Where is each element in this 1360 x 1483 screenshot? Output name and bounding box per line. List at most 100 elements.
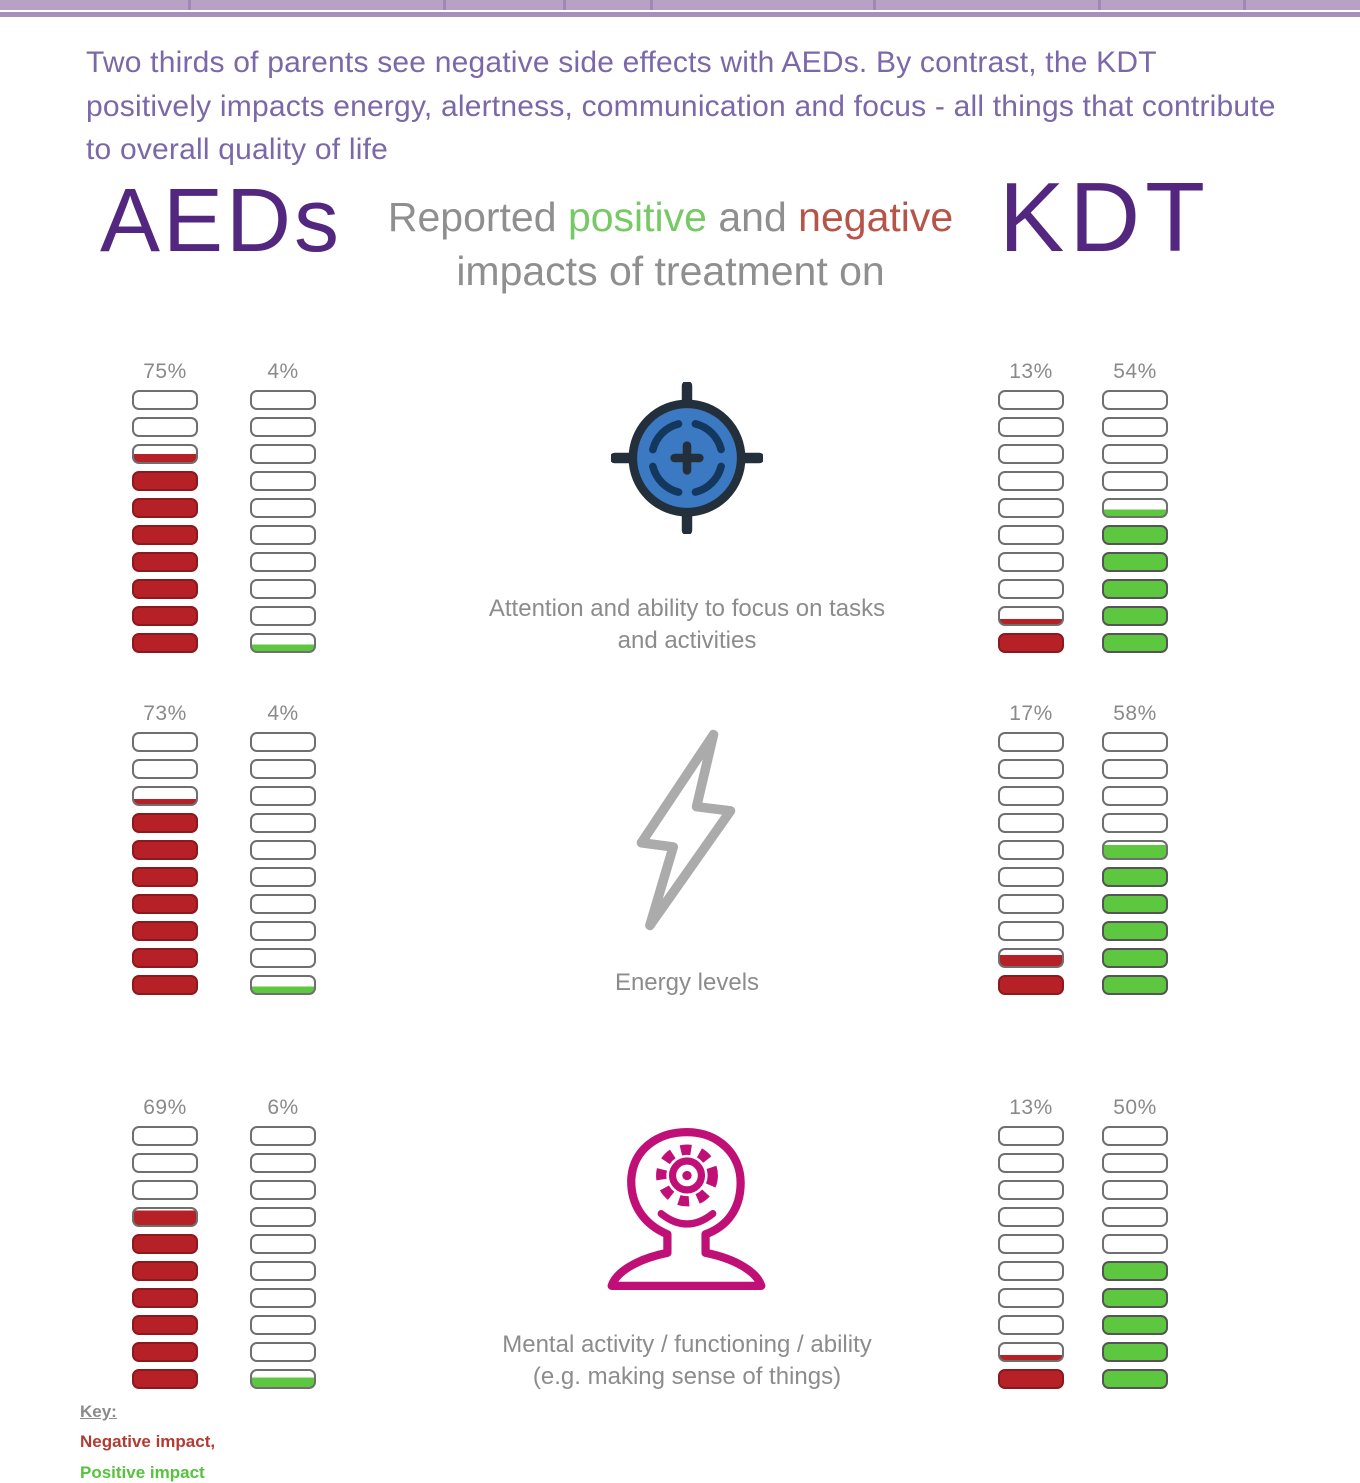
battery-segment xyxy=(1102,812,1168,833)
battery-segment xyxy=(132,1341,198,1362)
battery-segment xyxy=(1102,1314,1168,1335)
battery-segment xyxy=(998,1125,1064,1146)
battery-segment xyxy=(132,920,198,941)
key-positive-label: Positive impact xyxy=(80,1462,205,1482)
kdt-positive-battery: 50% xyxy=(1102,1096,1168,1389)
battery-segment xyxy=(998,1206,1064,1227)
battery-segment xyxy=(1102,947,1168,968)
battery-segment xyxy=(1102,605,1168,626)
percentage-label: 13% xyxy=(1009,359,1053,383)
battery-segment xyxy=(250,758,316,779)
battery-segment xyxy=(1102,920,1168,941)
battery-segments xyxy=(1102,1125,1168,1389)
battery-segment xyxy=(998,1368,1064,1389)
battery-segment xyxy=(998,1152,1064,1173)
battery-segment xyxy=(1102,443,1168,464)
battery-segments xyxy=(998,389,1064,653)
battery-segment xyxy=(250,443,316,464)
battery-segment xyxy=(132,758,198,779)
battery-segment xyxy=(998,839,1064,860)
battery-segments xyxy=(1102,389,1168,653)
subtitle-line-2: impacts of treatment on xyxy=(456,247,885,294)
battery-segment xyxy=(998,497,1064,518)
battery-segment xyxy=(250,1341,316,1362)
battery-segment xyxy=(250,1152,316,1173)
battery-segment xyxy=(250,812,316,833)
battery-segment xyxy=(250,578,316,599)
battery-segment xyxy=(250,497,316,518)
battery-segment xyxy=(1102,731,1168,752)
battery-segments xyxy=(132,1125,198,1389)
head-gear-icon xyxy=(589,1118,785,1305)
percentage-label: 6% xyxy=(267,1095,299,1119)
battery-segments xyxy=(998,1125,1064,1389)
battery-segment xyxy=(998,947,1064,968)
key-title: Key: xyxy=(80,1401,117,1421)
battery-segment xyxy=(132,866,198,887)
aeds-negative-battery: 73% xyxy=(132,702,198,995)
battery-segment xyxy=(1102,974,1168,995)
battery-segments xyxy=(1102,731,1168,995)
battery-segment xyxy=(1102,632,1168,653)
battery-segment xyxy=(250,1368,316,1389)
battery-segment xyxy=(132,893,198,914)
battery-segment xyxy=(1102,1287,1168,1308)
battery-segment xyxy=(132,551,198,572)
battery-segment xyxy=(998,731,1064,752)
battery-segment xyxy=(250,866,316,887)
battery-segment xyxy=(132,1287,198,1308)
subtitle-line-1: Reported positive and negative xyxy=(342,190,999,244)
kdt-batteries: 17% 58% xyxy=(998,702,1168,995)
battery-segment xyxy=(998,551,1064,572)
battery-segment xyxy=(250,893,316,914)
battery-segment xyxy=(250,785,316,806)
aeds-positive-battery: 4% xyxy=(250,360,316,653)
battery-segment xyxy=(1102,497,1168,518)
percentage-label: 4% xyxy=(267,359,299,383)
battery-segment xyxy=(250,1260,316,1281)
battery-segment xyxy=(250,731,316,752)
battery-segment xyxy=(132,785,198,806)
chart-row-3: 69% 6% Mental activity / functioning / ab… xyxy=(0,1096,1360,1392)
aeds-negative-battery: 75% xyxy=(132,360,198,653)
battery-segment xyxy=(998,524,1064,545)
kdt-batteries: 13% 54% xyxy=(998,360,1168,653)
aeds-positive-battery: 6% xyxy=(250,1096,316,1389)
kdt-negative-battery: 13% xyxy=(998,1096,1064,1389)
battery-segment xyxy=(250,1125,316,1146)
battery-segment xyxy=(132,443,198,464)
chart-subtitle: Reported positive and negative impacts o… xyxy=(342,190,999,298)
battery-segment xyxy=(1102,1152,1168,1173)
battery-segment xyxy=(132,1206,198,1227)
battery-segment xyxy=(1102,389,1168,410)
target-icon xyxy=(609,380,765,539)
battery-segment xyxy=(250,920,316,941)
category-label: Attention and ability to focus on tasks … xyxy=(488,595,886,654)
percentage-label: 50% xyxy=(1113,1095,1157,1119)
battery-segment xyxy=(132,497,198,518)
battery-segment xyxy=(998,632,1064,653)
battery-segment xyxy=(1102,1260,1168,1281)
battery-segment xyxy=(132,578,198,599)
battery-segments xyxy=(250,1125,316,1389)
battery-segment xyxy=(132,416,198,437)
battery-segment xyxy=(132,524,198,545)
battery-segment xyxy=(1102,1206,1168,1227)
battery-segment xyxy=(132,974,198,995)
category-label: Mental activity / functioning / ability … xyxy=(502,1331,872,1390)
battery-segments xyxy=(250,389,316,653)
battery-segments xyxy=(250,731,316,995)
battery-segment xyxy=(132,812,198,833)
battery-segment xyxy=(132,470,198,491)
category-cell: Energy levels xyxy=(467,702,907,998)
battery-segment xyxy=(250,551,316,572)
battery-segment xyxy=(1102,578,1168,599)
battery-segment xyxy=(1102,1179,1168,1200)
battery-segment xyxy=(1102,785,1168,806)
aeds-batteries: 75% 4% xyxy=(132,360,316,653)
battery-segment xyxy=(998,812,1064,833)
battery-segment xyxy=(250,605,316,626)
lightning-icon xyxy=(617,724,757,941)
subtitle-positive-word: positive xyxy=(567,193,707,240)
battery-segment xyxy=(250,1233,316,1254)
